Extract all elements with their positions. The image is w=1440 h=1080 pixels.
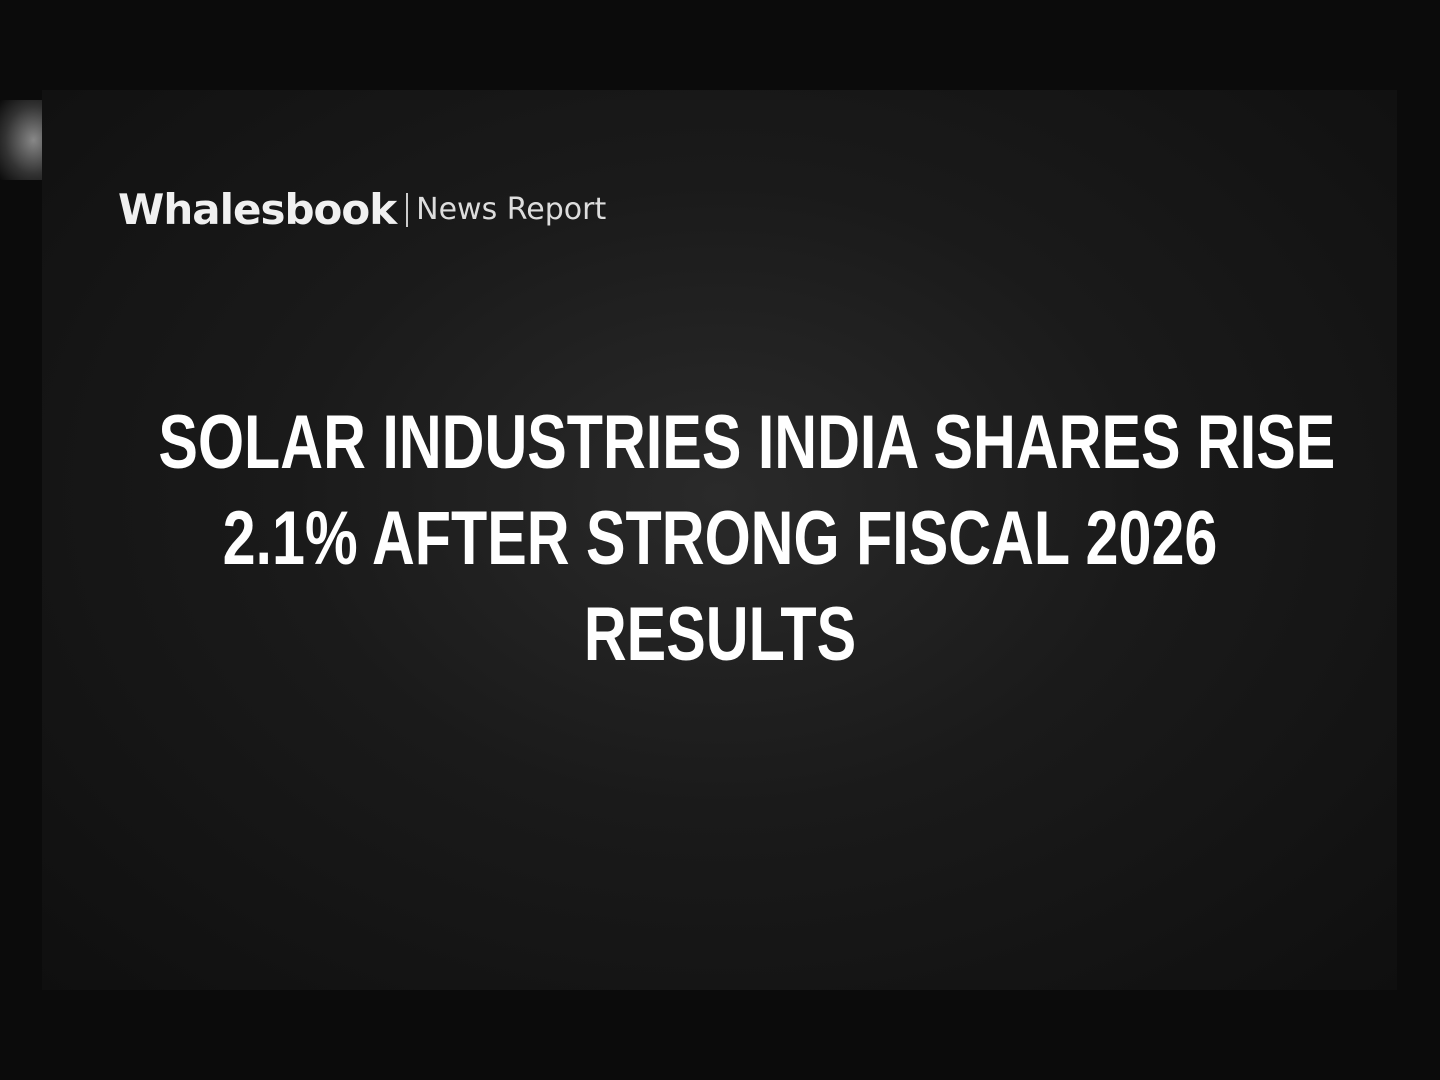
section-label: News Report bbox=[416, 192, 607, 227]
card bbox=[42, 90, 1397, 990]
headline-line: SOLAR INDUSTRIES INDIA SHARES RISE bbox=[158, 400, 1336, 485]
brand-row: Whalesbook News Report bbox=[118, 185, 606, 234]
headline: SOLAR INDUSTRIES INDIA SHARES RISE 2.1% A… bbox=[158, 395, 1336, 683]
headline-line: RESULTS bbox=[583, 592, 857, 677]
separator bbox=[406, 192, 409, 227]
headline-line: 2.1% AFTER STRONG FISCAL 2026 bbox=[222, 496, 1218, 581]
side-tab bbox=[0, 100, 42, 180]
brand: Whalesbook bbox=[118, 185, 397, 234]
